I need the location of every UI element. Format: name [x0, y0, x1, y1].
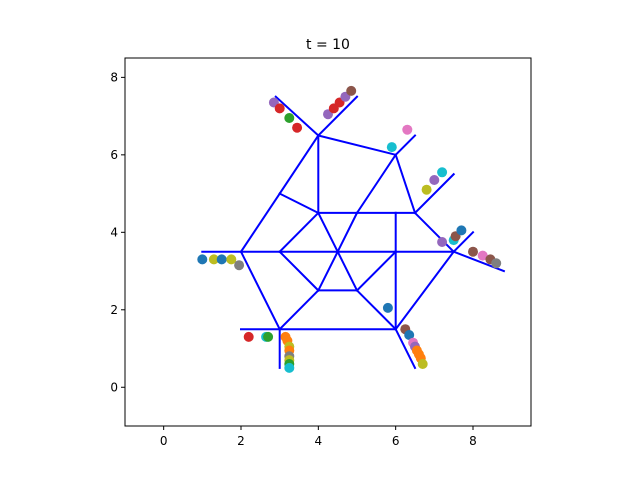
data-point	[226, 254, 237, 265]
data-point	[292, 122, 303, 133]
x-tick-label: 6	[392, 434, 400, 448]
network-edge	[355, 288, 398, 331]
network-edge	[278, 250, 320, 292]
network-edge	[355, 250, 398, 292]
network-edge	[239, 250, 282, 331]
network-edge	[317, 134, 397, 157]
network-edge	[336, 250, 359, 292]
x-axis: 0 2 4 6 8	[160, 426, 477, 448]
data-point	[417, 359, 428, 369]
chart-title: t = 10	[306, 37, 350, 53]
network-edge	[452, 230, 475, 254]
data-point	[216, 254, 227, 265]
network-edge	[394, 250, 456, 331]
data-point	[234, 260, 245, 271]
data-point	[429, 175, 440, 185]
data-point	[263, 331, 274, 342]
network-edge	[239, 192, 282, 254]
plot-frame	[124, 57, 532, 427]
data-point	[491, 258, 502, 269]
network-edge	[278, 192, 320, 215]
data-point	[456, 225, 467, 236]
data-point	[382, 302, 393, 313]
data-point	[274, 103, 285, 114]
network-edge	[413, 172, 456, 215]
data-point	[284, 362, 295, 373]
data-point	[284, 113, 295, 123]
data-point	[386, 142, 397, 153]
x-tick-label: 8	[469, 434, 477, 448]
data-point	[208, 254, 219, 265]
network-edge	[278, 288, 320, 331]
data-point	[197, 254, 208, 265]
data-point	[421, 184, 432, 195]
scatter-points	[197, 85, 502, 373]
x-tick-label: 2	[237, 434, 245, 448]
y-tick-label: 0	[110, 380, 118, 394]
network-edge	[394, 134, 417, 157]
data-point	[477, 250, 488, 261]
data-point	[243, 331, 254, 342]
data-point	[468, 246, 478, 257]
data-point	[437, 237, 448, 247]
y-tick-label: 8	[110, 70, 118, 84]
network-edge	[278, 134, 320, 195]
network-edge	[316, 95, 359, 137]
network-edge	[413, 211, 456, 254]
network-edge	[278, 211, 320, 254]
network-edge	[316, 211, 340, 254]
network-edge	[394, 327, 417, 370]
data-point	[437, 167, 448, 178]
network-edges	[201, 95, 506, 370]
y-tick-label: 4	[110, 225, 118, 239]
network-edge	[336, 211, 359, 254]
x-tick-label: 0	[160, 434, 168, 448]
network-edge	[274, 95, 320, 137]
x-tick-label: 4	[315, 434, 323, 448]
y-axis: 0 2 4 6 8	[110, 70, 125, 394]
data-point	[402, 124, 413, 135]
network-edge	[355, 153, 398, 215]
data-point	[346, 85, 357, 96]
data-point	[404, 330, 415, 340]
y-tick-label: 6	[110, 148, 118, 162]
y-tick-label: 2	[110, 303, 118, 317]
network-edge	[394, 153, 417, 215]
network-edge	[316, 250, 340, 292]
